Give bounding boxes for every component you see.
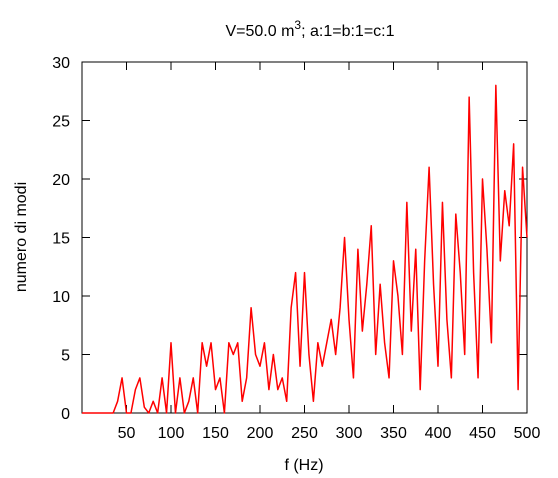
x-tick-label: 200 [247,425,274,442]
title-text: V=50.0 m [225,23,294,40]
y-tick-label: 20 [52,172,70,189]
y-tick-label: 10 [52,289,70,306]
x-tick-label: 300 [336,425,363,442]
x-tick-label: 500 [514,425,541,442]
y-tick-label: 0 [61,406,70,423]
plot-frame [81,61,528,414]
x-tick-label: 100 [158,425,185,442]
x-tick-label: 400 [425,425,452,442]
chart-title: V=50.0 m3; a:1=b:1=c:1 [225,18,394,40]
y-tick-label: 15 [52,231,70,248]
data-line [82,84,528,414]
y-tick-label: 25 [52,114,70,131]
title-rest: ; a:1=b:1=c:1 [301,23,395,40]
x-tick-label: 250 [291,425,318,442]
y-tick-label: 5 [61,348,70,365]
x-tick-label: 50 [118,425,136,442]
y-axis-label: numero di modi [13,182,30,292]
y-tick-label: 30 [52,55,70,72]
x-tick-label: 350 [380,425,407,442]
title-superscript: 3 [294,18,301,32]
x-tick-label: 450 [469,425,496,442]
x-axis-label: f (Hz) [284,457,323,474]
x-tick-label: 150 [202,425,229,442]
